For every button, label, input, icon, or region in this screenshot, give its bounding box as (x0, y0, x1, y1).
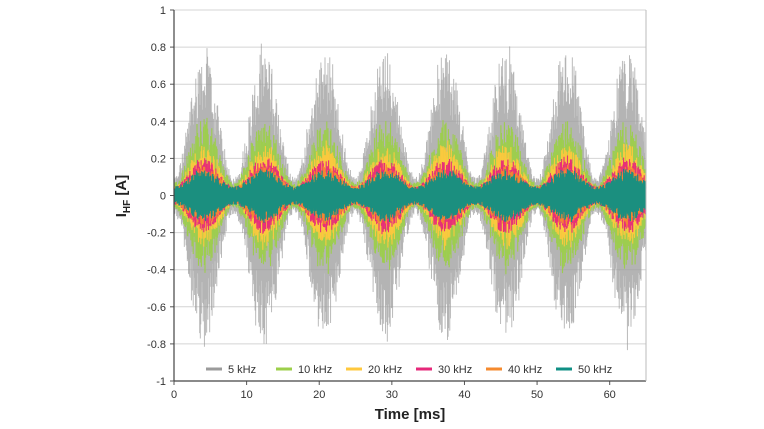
y-tick-label: 0.2 (151, 153, 166, 165)
series-layer (173, 43, 647, 351)
legend: 5 kHz 10 kHz 20 kHz 30 kHz 40 kHz 50 kHz (196, 359, 624, 379)
y-axis-title-sub: HF (122, 200, 133, 213)
x-tick-label: 20 (313, 389, 325, 401)
legend-background (196, 359, 624, 379)
series-line-50-khz (173, 168, 647, 223)
legend-label: 10 kHz (298, 364, 332, 376)
x-axis-title: Time [ms] (375, 406, 446, 423)
x-tick-label: 30 (386, 389, 398, 401)
y-tick-label: 0.4 (151, 116, 166, 128)
x-tick-label: 0 (171, 389, 177, 401)
y-axis-title-main: I (113, 213, 130, 217)
y-tick-label: -0.8 (147, 339, 166, 351)
y-tick-label: 0.8 (151, 42, 166, 54)
legend-label: 40 kHz (508, 364, 542, 376)
y-tick-label: -0.6 (147, 302, 166, 314)
y-axis-title-unit: [A] (113, 175, 130, 200)
y-axis-title: IHF [A] (113, 175, 133, 218)
legend-label: 20 kHz (368, 364, 402, 376)
y-tick-label: -0.2 (147, 228, 166, 240)
legend-label: 50 kHz (578, 364, 612, 376)
y-tick-labels: 1 0.8 0.6 0.4 0.2 0 -0.2 -0.4 -0.6 -0.8 -1 (147, 5, 166, 388)
x-tick-label: 40 (458, 389, 470, 401)
y-tick-label: 1 (160, 5, 166, 17)
legend-label: 5 kHz (228, 364, 256, 376)
axes (173, 10, 647, 382)
x-tick-label: 50 (531, 389, 543, 401)
x-tick-labels: 0 10 20 30 40 50 60 (171, 389, 616, 401)
x-tick-label: 10 (240, 389, 252, 401)
y-tick-label: -0.4 (147, 265, 166, 277)
legend-label: 30 kHz (438, 364, 472, 376)
y-tick-label: 0.6 (151, 79, 166, 91)
x-tick-label: 60 (604, 389, 616, 401)
y-tick-label: -1 (156, 376, 166, 388)
y-tick-label: 0 (160, 191, 166, 203)
